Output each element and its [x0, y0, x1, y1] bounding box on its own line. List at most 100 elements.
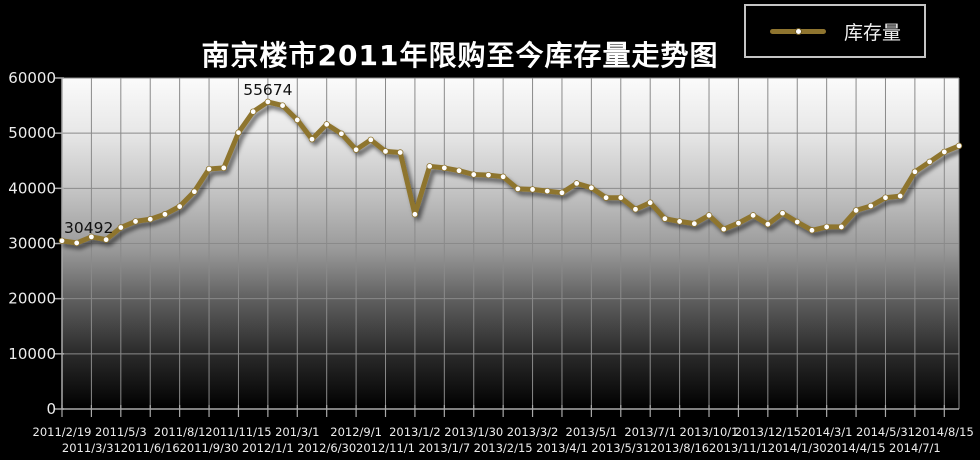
- x-axis-label: 2013/1/2: [389, 425, 441, 439]
- y-axis-label: 60000: [8, 69, 56, 87]
- x-axis-label: 2013/4/1: [536, 441, 588, 455]
- data-point-marker: [88, 233, 95, 241]
- y-axis-label: 0: [46, 400, 56, 418]
- data-point-marker: [941, 148, 948, 156]
- x-axis-label: 2013/2/15: [474, 441, 533, 455]
- legend-series-label: 库存量: [844, 21, 902, 44]
- data-point-marker: [514, 185, 522, 193]
- data-point-marker: [794, 218, 801, 226]
- data-point-marker: [823, 223, 830, 231]
- data-point-marker: [220, 164, 227, 172]
- data-point-marker: [838, 223, 845, 231]
- data-point-marker: [808, 227, 816, 234]
- data-point-marker: [161, 211, 169, 218]
- data-point-marker: [617, 194, 624, 201]
- data-point-marker: [205, 165, 213, 173]
- data-point-marker: [176, 203, 183, 210]
- data-point-marker: [588, 184, 595, 191]
- data-point-marker: [544, 187, 551, 195]
- data-point-marker: [911, 168, 919, 175]
- data-point-marker: [632, 206, 639, 213]
- data-point-marker: [132, 218, 139, 225]
- data-point-marker: [661, 215, 669, 222]
- x-axis-label: 2014/3/1: [801, 425, 853, 439]
- data-point-marker: [147, 216, 154, 223]
- y-axis-label: 40000: [8, 179, 56, 197]
- data-point-marker: [896, 192, 904, 200]
- data-point-marker: [749, 212, 757, 219]
- data-point-marker: [352, 146, 360, 153]
- data-point-marker: [779, 209, 786, 217]
- data-label: 30492: [64, 219, 113, 237]
- data-point-marker: [705, 212, 713, 219]
- data-point-marker: [117, 224, 125, 231]
- data-point-marker: [529, 186, 536, 193]
- data-point-marker: [720, 225, 727, 233]
- x-axis-label: 2013/10/1: [680, 425, 739, 439]
- data-point-marker: [646, 199, 654, 206]
- data-point-marker: [558, 189, 566, 196]
- data-point-marker: [867, 202, 874, 210]
- data-point-marker: [235, 129, 242, 136]
- x-axis-label: 2014/8/15: [915, 425, 974, 439]
- chart-title: 南京楼市2011年限购至今库存量走势图: [201, 39, 719, 72]
- x-axis-label: 2011/2/19: [33, 425, 92, 439]
- data-point-marker: [279, 102, 286, 109]
- data-point-marker: [308, 136, 316, 143]
- legend-line-marker-icon: [770, 27, 826, 35]
- data-point-marker: [764, 220, 772, 228]
- data-point-marker: [382, 148, 389, 155]
- data-point-marker: [411, 211, 419, 218]
- data-point-marker: [294, 116, 301, 124]
- data-point-marker: [470, 171, 477, 178]
- x-axis-label: 2011/8/1: [154, 425, 206, 439]
- x-axis-label: 2013/5/31: [591, 441, 650, 455]
- x-axis-label: 2014/7/1: [889, 441, 941, 455]
- x-axis-label: 2013/1/30: [444, 425, 503, 439]
- y-axis-label: 20000: [8, 290, 56, 308]
- data-point-marker: [676, 218, 683, 225]
- data-point-marker: [426, 163, 433, 170]
- data-point-marker: [397, 149, 404, 156]
- data-point-marker: [852, 207, 860, 214]
- x-axis-label: 2013/12/15: [735, 425, 801, 439]
- data-point-marker: [882, 194, 889, 201]
- data-point-marker: [485, 171, 492, 179]
- data-point-marker: [441, 164, 448, 172]
- data-point-marker: [455, 167, 463, 174]
- x-axis-label: 2012/11/1: [356, 441, 415, 455]
- data-point-marker: [264, 98, 272, 106]
- data-point-marker: [602, 194, 610, 201]
- x-axis-label: 2013/11/1: [709, 441, 768, 455]
- data-point-marker: [102, 236, 110, 243]
- x-axis-label: 2011/3/31: [62, 441, 121, 455]
- x-axis-label: 2014/1/30: [768, 441, 827, 455]
- data-point-marker: [573, 180, 580, 187]
- data-point-marker: [367, 136, 375, 143]
- x-axis-label: 2013/5/1: [566, 425, 618, 439]
- x-axis-label: 2013/1/7: [418, 441, 470, 455]
- data-point-marker: [323, 121, 330, 128]
- x-axis-label: 2013/3/2: [507, 425, 559, 439]
- x-axis-label: 2011/11/15: [205, 425, 271, 439]
- x-axis-label: 2014/4/15: [827, 441, 886, 455]
- x-axis-label: 201/3/1: [275, 425, 319, 439]
- data-point-marker: [338, 130, 345, 137]
- data-point-marker: [499, 173, 507, 180]
- x-axis-label: 2011/5/3: [95, 425, 147, 439]
- data-point-marker: [691, 220, 698, 227]
- x-axis-label: 2011/9/30: [180, 441, 239, 455]
- y-axis-label: 50000: [8, 124, 56, 142]
- data-label: 55674: [243, 81, 292, 99]
- x-axis-label: 2013/8/16: [650, 441, 709, 455]
- x-axis-label: 2011/6/16: [121, 441, 180, 455]
- y-axis-label: 30000: [8, 235, 56, 253]
- data-point-marker: [249, 108, 257, 115]
- x-axis-label: 2012/9/1: [330, 425, 382, 439]
- data-point-marker: [73, 239, 80, 247]
- data-point-marker: [955, 142, 963, 150]
- x-axis-label: 2014/5/31: [856, 425, 915, 439]
- x-axis-label: 2012/6/30: [297, 441, 356, 455]
- x-axis-label: 2013/7/1: [624, 425, 676, 439]
